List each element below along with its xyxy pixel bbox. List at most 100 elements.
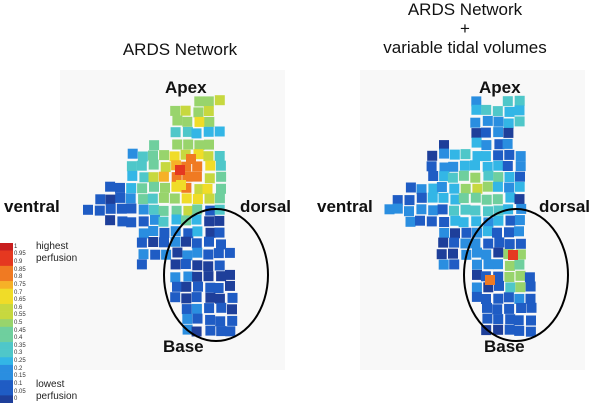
perfusion-voxel [470,238,481,249]
perfusion-voxel [503,118,514,129]
perfusion-voxel [182,126,193,137]
perfusion-voxel [482,226,493,237]
highest-perfusion-line-1: highest [36,241,69,252]
perfusion-voxel [483,217,494,228]
perfusion-voxel [191,326,202,337]
perfusion-voxel [428,171,439,181]
perfusion-voxel [215,316,226,327]
perfusion-voxel [504,239,515,250]
perfusion-voxel [436,182,447,192]
colorbar-tick-label: 0.7 [14,289,23,296]
perfusion-voxel [204,173,215,184]
perfusion-map-left [83,95,269,342]
perfusion-voxel [504,106,515,117]
perfusion-voxel [494,139,505,150]
perfusion-voxel [204,193,215,204]
perfusion-voxel [416,192,427,203]
perfusion-voxel [172,281,182,292]
perfusion-voxel [404,195,415,206]
perfusion-voxel [216,171,227,182]
perfusion-voxel [428,183,439,194]
apex-label-left: Apex [165,78,207,97]
perfusion-voxel [472,247,482,258]
colorbar-tick-label: 0.6 [14,304,23,311]
colorbar-swatch [0,364,13,373]
perfusion-voxel [449,259,460,270]
colorbar-swatch [0,387,13,396]
perfusion-voxel [186,154,196,164]
perfusion-voxel [216,239,226,250]
perfusion-voxel [172,139,183,150]
perfusion-voxel [450,215,461,226]
highest-perfusion-line-2: perfusion [36,253,78,264]
perfusion-voxel [526,302,537,313]
perfusion-voxel [169,193,180,204]
perfusion-voxel [183,205,194,216]
perfusion-voxel [193,107,204,118]
colorbar-swatch [0,349,13,358]
lowest-perfusion-label: lowest perfusion [36,379,77,403]
perfusion-voxel [205,282,216,293]
colorbar-swatch [0,303,13,312]
perfusion-voxel [483,238,494,249]
perfusion-voxel [503,127,514,138]
perfusion-voxel [105,181,116,192]
perfusion-voxel [384,204,395,215]
colorbar-tick-label: 0.25 [14,358,26,365]
perfusion-voxel [158,192,169,203]
perfusion-voxel [493,271,504,282]
colorbar-swatch [0,319,13,328]
colorbar-swatch [0,380,13,389]
perfusion-voxel [481,249,492,260]
perfusion-voxel [215,160,226,171]
perfusion-voxel [181,281,192,292]
perfusion-voxel [502,96,513,107]
colorbar-tick-label: 0.5 [14,320,23,326]
perfusion-voxel [127,170,138,181]
perfusion-voxel [192,194,203,204]
perfusion-voxel [180,259,191,269]
dorsal-base-highlight-ellipse [463,208,569,342]
perfusion-voxel [171,172,182,183]
colorbar-swatch [0,395,13,403]
perfusion-voxel [493,215,504,226]
perfusion-voxel [470,205,481,216]
colorbar-tick-label: 0.2 [14,365,23,372]
perfusion-voxel [516,303,527,313]
perfusion-voxel [513,315,524,326]
perfusion-voxel [183,139,194,150]
perfusion-voxel [172,247,183,258]
perfusion-voxel [204,236,214,247]
perfusion-voxel [439,162,450,173]
perfusion-voxel [191,214,202,225]
perfusion-voxel [205,292,216,303]
panel-left-title: ARDS Network [60,40,300,59]
perfusion-voxel [181,193,192,204]
perfusion-voxel [505,314,516,325]
perfusion-voxel [483,206,493,217]
colorbar-tick-label: 0.1 [14,380,23,387]
perfusion-voxel [181,293,192,304]
perfusion-voxel [214,95,225,106]
perfusion-voxel [227,304,237,315]
perfusion-voxel [504,172,515,182]
perfusion-voxel [493,150,504,161]
perfusion-voxel [405,216,416,227]
perfusion-voxel [492,106,503,117]
perfusion-voxel [181,236,191,247]
perfusion-voxel [515,249,526,260]
perfusion-voxel [504,149,515,160]
perfusion-voxel [450,194,461,205]
perfusion-voxel [493,259,503,270]
perfusion-voxel [483,282,494,293]
perfusion-voxel [216,183,226,194]
perfusion-voxel [481,194,492,205]
perfusion-voxel [192,313,203,324]
perfusion-voxel [170,236,181,247]
perfusion-voxel [428,205,439,216]
perfusion-voxel [514,259,525,270]
colorbar-swatch [0,326,13,335]
perfusion-voxel [115,192,126,203]
perfusion-voxel [515,151,526,162]
perfusion-voxel [105,194,116,205]
